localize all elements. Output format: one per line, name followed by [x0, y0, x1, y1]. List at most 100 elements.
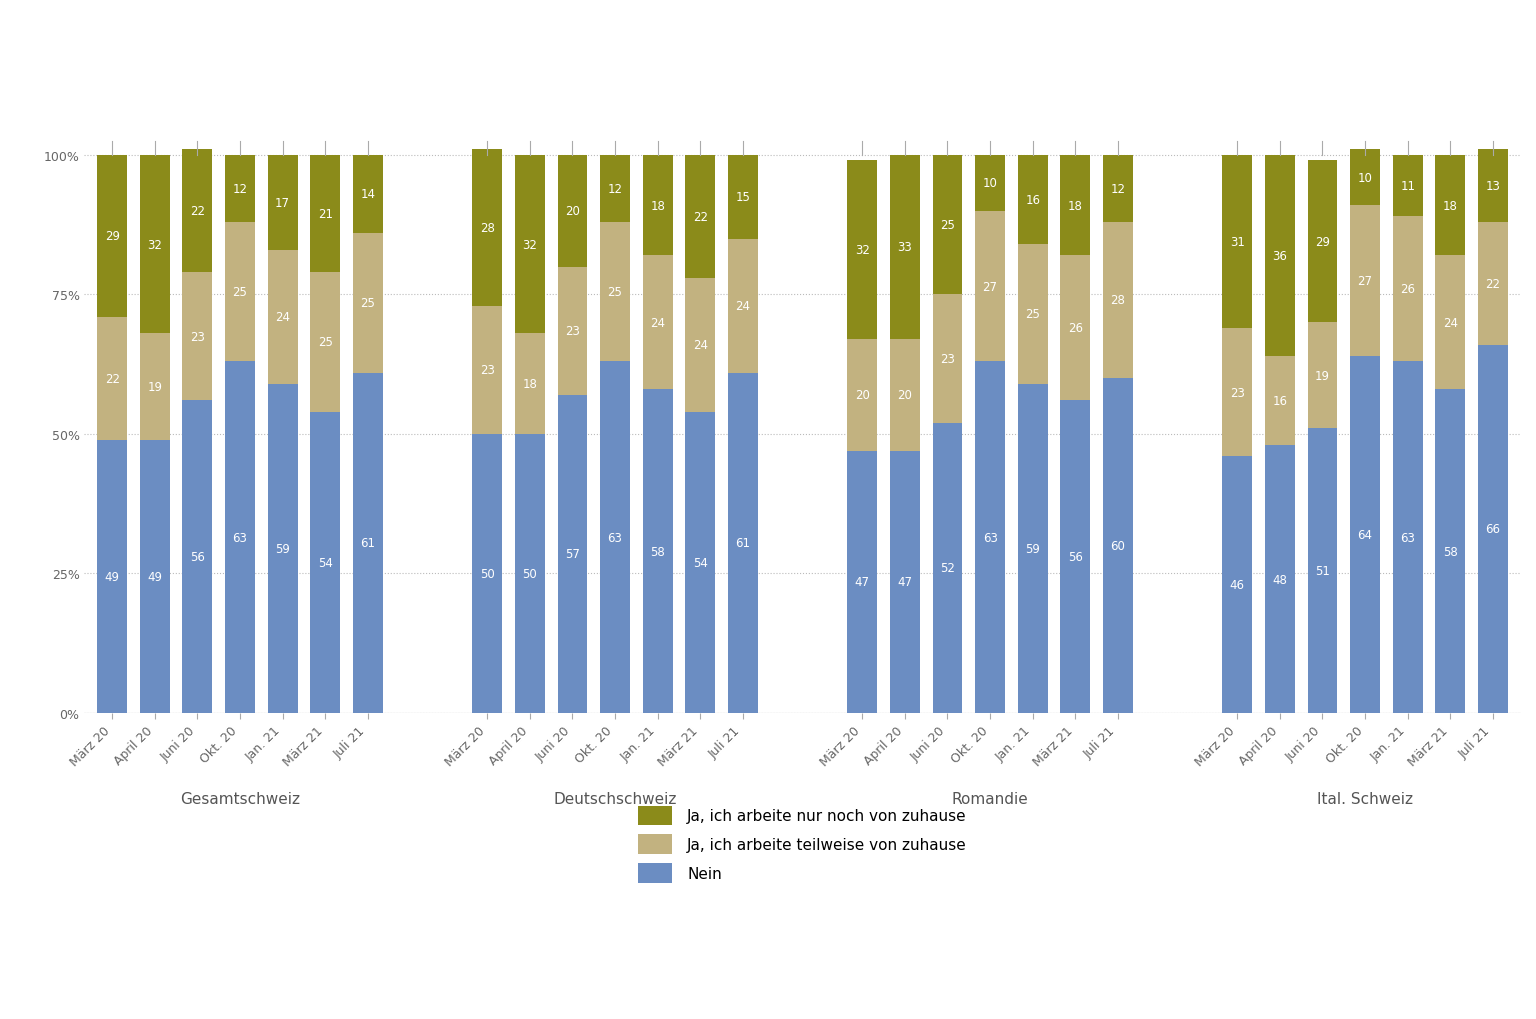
- Text: 49: 49: [104, 571, 120, 583]
- Bar: [889, 451, 920, 713]
- Bar: [183, 150, 212, 273]
- Text: 22: 22: [1485, 277, 1501, 290]
- Bar: [975, 156, 1005, 212]
- Text: 56: 56: [190, 550, 204, 564]
- Text: 20: 20: [565, 205, 581, 218]
- Bar: [642, 390, 673, 713]
- Text: 23: 23: [940, 353, 955, 366]
- Bar: [889, 156, 920, 339]
- Bar: [1478, 222, 1508, 345]
- Bar: [848, 451, 877, 713]
- Bar: [728, 373, 757, 713]
- Text: 52: 52: [940, 561, 955, 575]
- Bar: [975, 362, 1005, 713]
- Text: 10: 10: [983, 177, 997, 191]
- Text: Romandie: Romandie: [952, 792, 1029, 806]
- Bar: [932, 156, 963, 296]
- Text: 21: 21: [318, 208, 333, 221]
- Text: 61: 61: [361, 537, 375, 549]
- Bar: [1018, 156, 1048, 245]
- Bar: [728, 239, 757, 373]
- Bar: [1393, 362, 1422, 713]
- Text: 51: 51: [1315, 565, 1330, 578]
- Text: 29: 29: [104, 230, 120, 244]
- Text: 27: 27: [1358, 275, 1373, 287]
- Bar: [848, 161, 877, 339]
- Text: 32: 32: [147, 238, 163, 252]
- Bar: [97, 156, 127, 318]
- Bar: [267, 251, 298, 384]
- Text: 66: 66: [1485, 523, 1501, 536]
- Bar: [1307, 323, 1338, 429]
- Text: 20: 20: [856, 389, 869, 401]
- Bar: [1350, 357, 1379, 713]
- Text: 15: 15: [736, 191, 750, 204]
- Bar: [97, 318, 127, 440]
- Text: 19: 19: [147, 381, 163, 393]
- Bar: [1478, 345, 1508, 713]
- Text: 25: 25: [318, 336, 333, 350]
- Bar: [1018, 245, 1048, 384]
- Bar: [1393, 217, 1422, 362]
- Text: 46: 46: [1230, 579, 1244, 592]
- Bar: [1307, 161, 1338, 323]
- Text: 26: 26: [1068, 322, 1083, 335]
- Bar: [515, 334, 545, 434]
- Text: 22: 22: [104, 372, 120, 385]
- Text: 17: 17: [275, 197, 290, 210]
- Bar: [1060, 256, 1091, 401]
- Text: 24: 24: [736, 300, 751, 313]
- Bar: [1436, 390, 1465, 713]
- Bar: [226, 362, 255, 713]
- Bar: [558, 267, 587, 395]
- Bar: [310, 273, 339, 413]
- Bar: [558, 395, 587, 713]
- Text: 18: 18: [1068, 200, 1083, 212]
- Text: 24: 24: [275, 311, 290, 324]
- Bar: [685, 156, 716, 278]
- Bar: [1350, 150, 1379, 206]
- Text: 18: 18: [522, 378, 538, 391]
- Text: 58: 58: [650, 545, 665, 558]
- Text: 22: 22: [693, 211, 708, 223]
- Text: 50: 50: [522, 568, 538, 581]
- Bar: [472, 150, 502, 307]
- Text: 32: 32: [522, 238, 538, 252]
- Bar: [932, 296, 963, 423]
- Text: 10: 10: [1358, 171, 1373, 184]
- Bar: [310, 413, 339, 713]
- Text: 63: 63: [608, 531, 622, 544]
- Text: 25: 25: [940, 219, 955, 232]
- Bar: [140, 156, 169, 334]
- Bar: [1223, 156, 1252, 328]
- Text: 16: 16: [1272, 394, 1287, 408]
- Bar: [1060, 401, 1091, 713]
- Text: 25: 25: [1025, 308, 1040, 321]
- Bar: [183, 273, 212, 401]
- Bar: [685, 278, 716, 413]
- Bar: [642, 256, 673, 390]
- Text: 47: 47: [897, 576, 912, 589]
- Text: 59: 59: [275, 542, 290, 555]
- Bar: [140, 440, 169, 713]
- Text: 57: 57: [565, 548, 581, 560]
- Bar: [601, 222, 630, 362]
- Bar: [515, 434, 545, 713]
- Text: 58: 58: [1442, 545, 1458, 558]
- Text: 14: 14: [361, 189, 375, 202]
- Legend: Ja, ich arbeite nur noch von zuhause, Ja, ich arbeite teilweise von zuhause, Nei: Ja, ich arbeite nur noch von zuhause, Ja…: [639, 806, 966, 883]
- Text: 16: 16: [1025, 194, 1040, 207]
- Bar: [889, 339, 920, 451]
- Text: 27: 27: [983, 280, 997, 293]
- Bar: [226, 156, 255, 222]
- Bar: [267, 156, 298, 251]
- Text: 61: 61: [736, 537, 751, 549]
- Text: 32: 32: [856, 244, 869, 257]
- Text: 24: 24: [650, 317, 665, 329]
- Bar: [601, 362, 630, 713]
- Bar: [1103, 379, 1134, 713]
- Bar: [1266, 357, 1295, 445]
- Bar: [310, 156, 339, 273]
- Text: 25: 25: [361, 297, 375, 310]
- Bar: [353, 373, 382, 713]
